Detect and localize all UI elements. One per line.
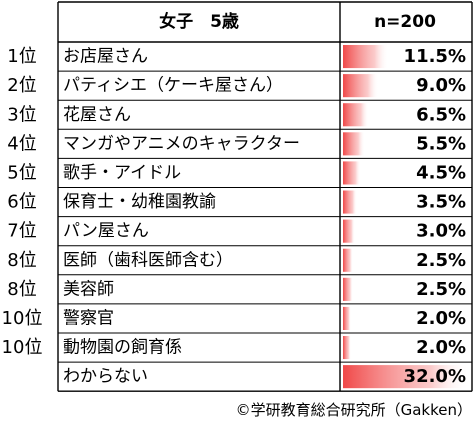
value-label: 32.0% bbox=[404, 366, 466, 387]
row-label: わからない bbox=[63, 367, 148, 387]
bar bbox=[343, 306, 351, 330]
row-label: 警察官 bbox=[63, 308, 114, 328]
row-label: パン屋さん bbox=[63, 221, 149, 241]
rank-label: 3位 bbox=[7, 104, 36, 125]
value-label: 2.5% bbox=[416, 279, 466, 300]
row-label: 歌手・アイドル bbox=[63, 163, 181, 183]
value-label: 11.5% bbox=[404, 46, 466, 67]
bar bbox=[343, 190, 357, 214]
rank-label: 8位 bbox=[7, 250, 36, 271]
value-label: 2.0% bbox=[416, 308, 466, 329]
row-label: マンガやアニメのキャラクター bbox=[63, 134, 300, 154]
row-label: 保育士・幼稚園教諭 bbox=[63, 192, 216, 212]
rank-label: 10位 bbox=[2, 337, 43, 358]
rank-label: 6位 bbox=[7, 192, 36, 213]
value-label: 3.5% bbox=[416, 192, 466, 213]
value-label: 2.5% bbox=[416, 250, 466, 271]
bar bbox=[343, 219, 355, 243]
bar bbox=[343, 365, 469, 389]
value-label: 6.5% bbox=[416, 104, 466, 125]
value-label: 4.5% bbox=[416, 162, 466, 183]
value-label: 5.5% bbox=[416, 133, 466, 154]
bar bbox=[343, 277, 353, 301]
credit-text: ©学研教育総合研究所（Gakken） bbox=[236, 401, 472, 419]
bar bbox=[343, 45, 389, 69]
bar bbox=[343, 248, 353, 272]
bar bbox=[343, 103, 369, 127]
rank-label: 2位 bbox=[7, 75, 36, 96]
bar bbox=[343, 336, 351, 360]
rank-label: 4位 bbox=[7, 133, 36, 154]
bar bbox=[343, 161, 361, 185]
bar bbox=[343, 132, 365, 156]
rank-label: 8位 bbox=[7, 279, 36, 300]
row-label: お店屋さん bbox=[63, 47, 148, 67]
rank-label: 1位 bbox=[7, 46, 36, 67]
rank-label: 5位 bbox=[7, 162, 36, 183]
rank-label: 7位 bbox=[7, 221, 36, 242]
row-label: 花屋さん bbox=[63, 105, 131, 125]
row-label: 動物園の飼育係 bbox=[63, 338, 182, 358]
value-label: 2.0% bbox=[416, 337, 466, 358]
header-category: 女子 5歳 bbox=[159, 11, 239, 32]
row-label: 医師（歯科医師含む） bbox=[63, 250, 233, 270]
row-label: 美容師 bbox=[63, 279, 114, 299]
value-label: 9.0% bbox=[416, 75, 466, 96]
header-sample-size: n=200 bbox=[374, 12, 436, 32]
bar bbox=[343, 74, 379, 98]
row-label: パティシエ（ケーキ屋さん） bbox=[63, 76, 283, 96]
value-label: 3.0% bbox=[416, 221, 466, 242]
rank-label: 10位 bbox=[2, 308, 43, 329]
